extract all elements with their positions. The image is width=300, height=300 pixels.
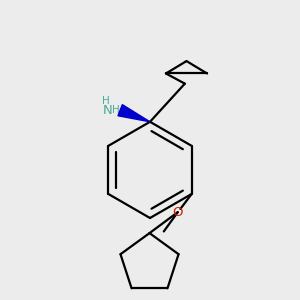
- Text: O: O: [172, 206, 183, 219]
- Text: H: H: [102, 96, 110, 106]
- Text: H: H: [112, 105, 119, 115]
- Polygon shape: [118, 105, 150, 122]
- Text: N: N: [103, 104, 112, 117]
